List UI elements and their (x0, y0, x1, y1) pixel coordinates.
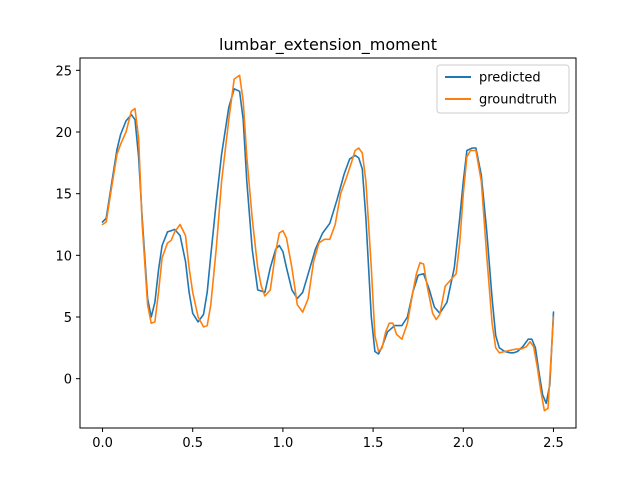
y-tick-label: 25 (55, 64, 72, 79)
series-layer (101, 74, 555, 412)
x-tick-label: 2.0 (453, 436, 474, 451)
x-tick-label: 2.5 (543, 436, 564, 451)
axes-frame (79, 57, 577, 429)
x-tick-label: 1.5 (363, 436, 384, 451)
y-tick-label: 20 (55, 126, 72, 141)
y-axis: 0 5 10 15 20 25 (55, 64, 80, 388)
y-tick-label: 5 (64, 311, 72, 326)
y-tick-label: 15 (55, 188, 72, 203)
series-line-groundtruth (101, 74, 555, 412)
legend-label-groundtruth: groundtruth (479, 93, 557, 108)
series-line-predicted (101, 88, 555, 405)
legend: predicted groundtruth (436, 64, 570, 114)
x-tick-label: 0.5 (182, 436, 203, 451)
x-axis: 0.0 0.5 1.0 1.5 2.0 2.5 (92, 428, 564, 451)
chart-title: lumbar_extension_moment (219, 35, 437, 55)
legend-label-predicted: predicted (479, 71, 541, 86)
y-tick-label: 0 (64, 373, 72, 388)
y-tick-label: 10 (55, 249, 72, 264)
x-tick-label: 0.0 (92, 436, 113, 451)
x-tick-label: 1.0 (273, 436, 294, 451)
